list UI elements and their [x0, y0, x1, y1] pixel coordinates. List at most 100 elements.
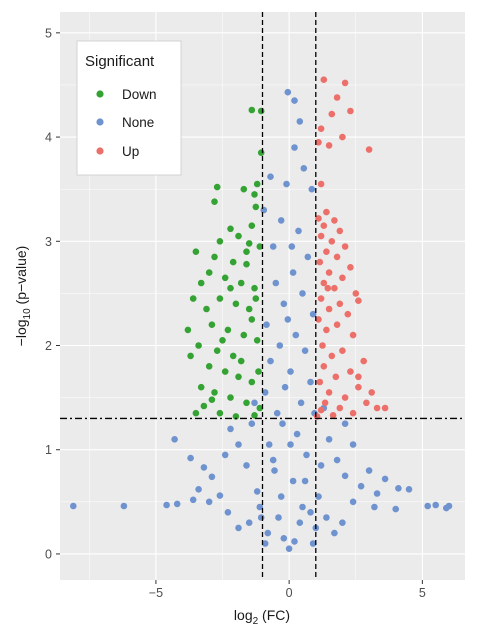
point-down: [240, 185, 248, 193]
point-down: [251, 284, 258, 292]
point-none: [303, 451, 310, 459]
point-none: [323, 514, 330, 521]
point-down: [205, 269, 213, 276]
point-none: [297, 399, 305, 407]
point-none: [287, 368, 294, 375]
point-none: [357, 482, 365, 490]
point-none: [277, 217, 285, 224]
point-up: [325, 269, 333, 276]
point-up: [315, 139, 322, 146]
point-none: [405, 486, 413, 493]
point-none: [173, 500, 181, 508]
point-none: [273, 409, 281, 417]
point-up: [329, 412, 337, 419]
legend: Significant Down None Up: [76, 40, 182, 176]
point-up: [331, 284, 338, 292]
point-none: [349, 498, 357, 506]
point-down: [253, 180, 261, 188]
point-down: [248, 316, 256, 323]
data-points: [70, 76, 453, 552]
point-none: [280, 535, 288, 542]
point-down: [221, 368, 229, 375]
point-down: [211, 253, 218, 261]
point-none: [235, 441, 242, 448]
point-none: [371, 503, 378, 511]
point-down: [216, 238, 224, 245]
point-down: [255, 368, 262, 375]
point-none: [293, 430, 301, 438]
point-none: [341, 420, 349, 428]
point-up: [347, 107, 354, 115]
point-none: [300, 165, 308, 172]
point-none: [291, 144, 298, 151]
point-up: [363, 399, 370, 407]
point-none: [296, 118, 304, 125]
point-none: [395, 485, 402, 492]
point-up: [323, 248, 330, 255]
point-none: [275, 514, 282, 521]
x-tick-label: 5: [419, 586, 426, 600]
point-down: [184, 326, 192, 334]
point-down: [243, 399, 250, 407]
point-up: [344, 310, 352, 318]
legend-label-down: Down: [122, 87, 157, 102]
point-down: [251, 412, 258, 419]
point-up: [320, 363, 328, 370]
point-down: [211, 198, 218, 205]
point-up: [336, 227, 344, 235]
point-down: [208, 396, 216, 404]
legend-item-down: Down: [96, 87, 157, 102]
point-none: [285, 545, 293, 552]
point-down: [197, 279, 205, 287]
point-down: [240, 331, 248, 339]
point-none: [200, 464, 208, 471]
point-down: [203, 305, 210, 313]
point-up: [332, 373, 340, 381]
point-none: [267, 173, 274, 180]
y-tick-label: 2: [45, 339, 52, 353]
point-none: [317, 462, 325, 469]
point-none: [187, 454, 194, 462]
point-down: [232, 413, 240, 420]
point-up: [325, 389, 333, 396]
point-none: [257, 514, 265, 521]
point-down: [192, 409, 200, 417]
point-up: [319, 342, 326, 349]
point-up: [316, 258, 324, 266]
point-up: [331, 217, 338, 224]
point-none: [163, 501, 170, 509]
point-down: [237, 357, 245, 365]
point-up: [333, 321, 341, 329]
x-tick-label: 0: [286, 586, 293, 600]
point-none: [227, 425, 234, 433]
point-up: [328, 238, 336, 245]
point-none: [289, 477, 297, 485]
point-up: [341, 243, 349, 250]
point-down: [237, 279, 245, 287]
point-none: [208, 473, 216, 481]
point-up: [349, 331, 357, 339]
point-none: [304, 253, 312, 261]
point-none: [251, 399, 258, 407]
point-down: [257, 149, 265, 156]
point-none: [424, 502, 432, 510]
legend-box: [76, 40, 182, 176]
point-none: [291, 538, 298, 545]
point-none: [301, 477, 309, 485]
point-up: [324, 284, 332, 292]
point-up: [341, 79, 349, 87]
point-down: [235, 373, 242, 381]
point-down: [248, 106, 256, 114]
point-none: [271, 467, 278, 474]
y-axis: 0 1 2 3 4 5: [45, 26, 60, 561]
point-none: [269, 456, 277, 464]
point-none: [205, 498, 213, 506]
point-up: [339, 274, 346, 282]
point-none: [272, 279, 280, 287]
point-up: [347, 264, 354, 271]
point-none: [261, 540, 269, 547]
point-none: [260, 206, 268, 214]
point-down: [243, 248, 250, 255]
point-none: [248, 420, 256, 428]
